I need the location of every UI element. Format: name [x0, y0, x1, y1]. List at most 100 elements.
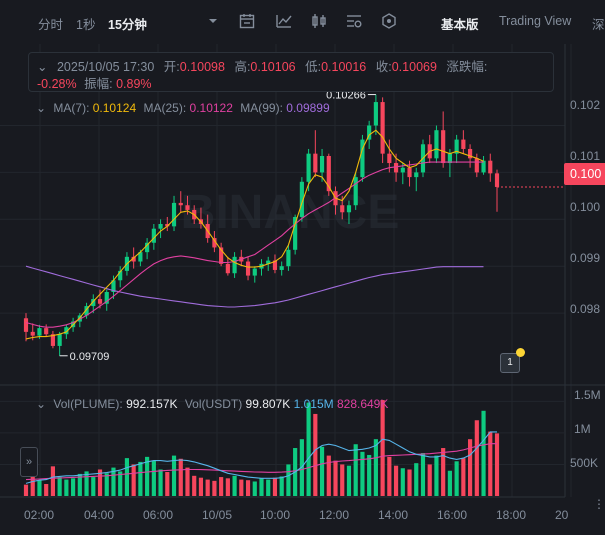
- candle-body: [353, 177, 358, 206]
- scroll-right-handle[interactable]: ⋮: [593, 497, 605, 511]
- volume-bar: [447, 470, 452, 496]
- tab-depth[interactable]: 深: [592, 18, 605, 32]
- volume-bar: [367, 454, 372, 496]
- volume-bar: [286, 464, 291, 496]
- ohlc-line-1: ⌄ 2025/10/05 17:30 开:0.10098 高:0.10106 低…: [37, 56, 487, 75]
- candle-body: [57, 334, 62, 346]
- volume-bar: [239, 479, 244, 496]
- time-tick: 18:00: [496, 508, 527, 522]
- markers-layer: 0.10266 0.09709: [59, 90, 565, 363]
- candle-body: [111, 280, 116, 292]
- volume-bar: [387, 456, 392, 496]
- volume-bar: [494, 433, 500, 496]
- volume-bar: [205, 479, 210, 496]
- candle-body: [494, 173, 500, 187]
- price-tick: 0.101: [570, 149, 601, 163]
- candle-body: [393, 163, 399, 173]
- candle-body: [306, 153, 311, 182]
- settings-icon[interactable]: [345, 12, 363, 30]
- time-tick: 06:00: [143, 508, 174, 522]
- time-tick: 20: [555, 508, 569, 522]
- volume-tick: 1.5M: [574, 388, 601, 402]
- candle-body: [50, 334, 56, 346]
- volume-bar: [414, 463, 419, 496]
- tab-tradingview[interactable]: Trading View: [499, 14, 572, 28]
- close-value: 0.10069: [391, 60, 437, 74]
- candle-body: [44, 328, 49, 335]
- volume-bar: [279, 476, 284, 496]
- candle-body: [145, 242, 150, 253]
- vol-plume-label: Vol(PLUME):: [53, 397, 123, 411]
- volume-bar: [84, 471, 89, 496]
- candle-style-icon[interactable]: [310, 12, 328, 30]
- ma-lines-layer: [25, 129, 484, 340]
- vol-ma1-value: 1.015M: [293, 397, 334, 411]
- tab-15m[interactable]: 15分钟: [108, 18, 147, 32]
- scroll-left-button[interactable]: »: [20, 447, 38, 477]
- candle-body: [171, 202, 177, 227]
- candle-body: [245, 261, 251, 276]
- ma99-value: 0.09899: [286, 101, 330, 115]
- volume-bar: [138, 461, 143, 496]
- volume-bar: [313, 413, 318, 496]
- chart-event-button[interactable]: 1: [500, 348, 525, 373]
- candle-body: [293, 216, 298, 250]
- volume-bar: [333, 460, 338, 496]
- indicator-icon[interactable]: [275, 12, 293, 30]
- price-tick: 0.100: [570, 200, 601, 214]
- interval-dropdown-icon[interactable]: [204, 12, 222, 30]
- ma7-line: [25, 129, 484, 340]
- ohlc-datetime: 2025/10/05 17:30: [56, 60, 155, 74]
- tab-basic-view[interactable]: 基本版: [441, 18, 479, 32]
- candle-body: [279, 266, 284, 270]
- volume-bar: [145, 456, 150, 496]
- candle-body: [232, 256, 237, 274]
- candle-body: [313, 153, 318, 173]
- vol-usdt-value: 99.807K: [245, 397, 291, 411]
- volume-bar: [272, 477, 278, 496]
- candle-body: [64, 327, 69, 335]
- close-label: 收:: [375, 60, 392, 74]
- volume-bar: [441, 448, 446, 496]
- price-tick: 0.102: [570, 98, 601, 112]
- volume-bar: [461, 458, 466, 496]
- tab-1s[interactable]: 1秒: [76, 18, 96, 32]
- volume-bar: [340, 464, 345, 496]
- ma7-label: MA(7):: [53, 101, 90, 115]
- candle-body: [360, 139, 365, 178]
- collapse-chevron-icon[interactable]: ⌄: [37, 60, 48, 74]
- candles-layer: [23, 94, 500, 356]
- candle-body: [326, 156, 331, 192]
- candle-body: [346, 205, 352, 213]
- tab-time-sharing[interactable]: 分时: [38, 18, 64, 32]
- hexagon-tool-icon[interactable]: [380, 12, 398, 30]
- candle-body: [37, 328, 42, 336]
- volume-bar: [420, 453, 426, 496]
- candle-body: [367, 125, 372, 140]
- calendar-icon[interactable]: [238, 12, 256, 30]
- candle-body: [299, 181, 304, 217]
- volume-bar: [165, 472, 170, 496]
- volume-bar: [225, 478, 230, 496]
- volume-bar: [185, 467, 190, 496]
- volume-bar: [373, 439, 378, 496]
- time-tick: 14:00: [378, 508, 409, 522]
- time-tick: 10/05: [202, 508, 233, 522]
- candle-body: [441, 130, 446, 164]
- candle-body: [481, 160, 486, 173]
- vol-collapse-chevron-icon[interactable]: ⌄: [36, 397, 47, 411]
- volume-bar: [151, 460, 156, 496]
- volume-bar: [400, 468, 405, 496]
- candle-body: [219, 247, 224, 264]
- candle-body: [488, 160, 493, 174]
- volume-bar: [393, 465, 399, 496]
- ma-collapse-chevron-icon[interactable]: ⌄: [36, 101, 47, 115]
- candle-body: [434, 130, 439, 159]
- volume-bar: [427, 464, 432, 496]
- volume-bar: [37, 480, 42, 496]
- amplitude-label: 振幅:: [84, 77, 113, 91]
- volume-bar: [454, 461, 459, 496]
- ohlc-info-box: ⌄ 2025/10/05 17:30 开:0.10098 高:0.10106 低…: [28, 52, 554, 92]
- volume-bars-layer: [23, 400, 500, 496]
